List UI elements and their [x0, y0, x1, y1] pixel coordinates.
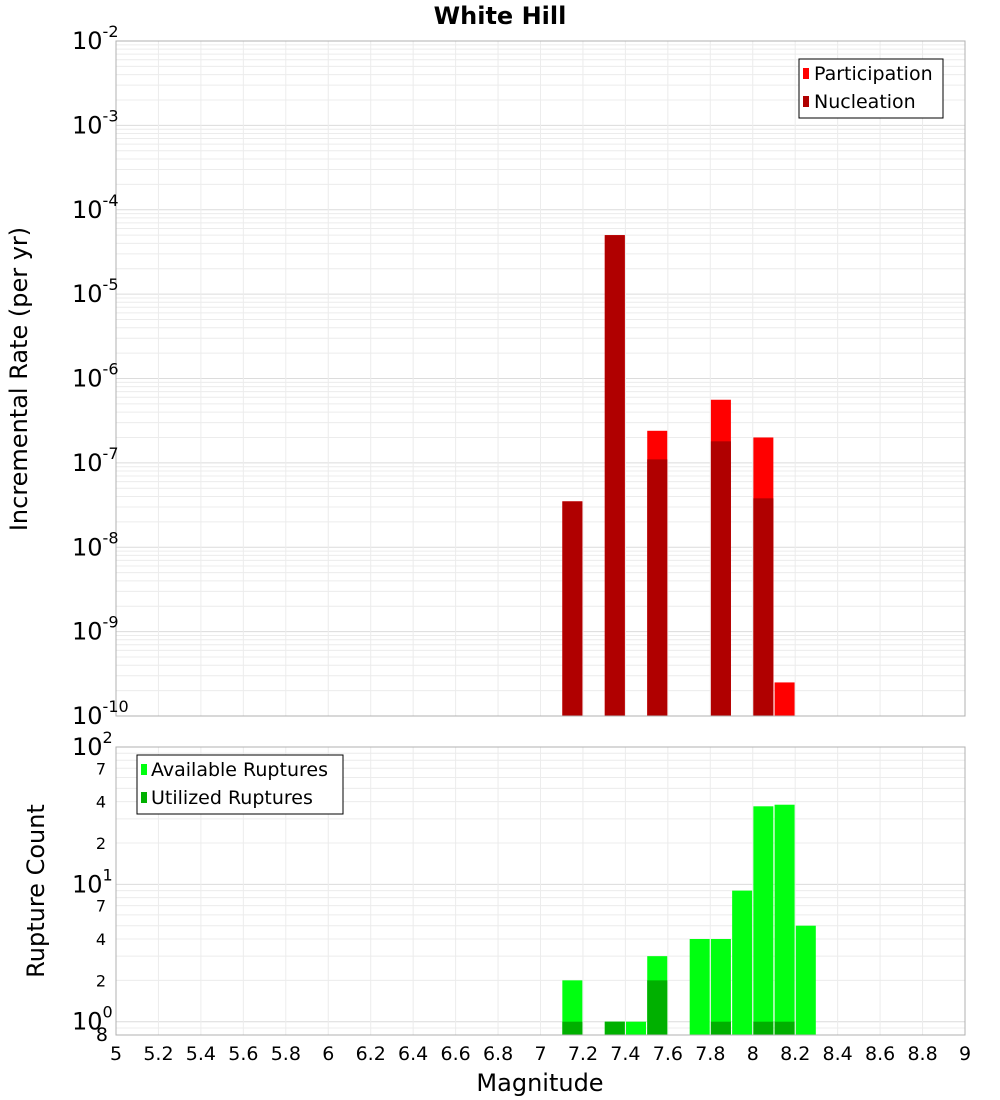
- top-y-axis-label: Incremental Rate (per yr): [5, 227, 33, 531]
- bottom-y-minor-tick-label: 4: [96, 793, 106, 812]
- bar-available-ruptures: [710, 939, 731, 1035]
- x-tick-label: 7.4: [610, 1043, 640, 1065]
- legend-swatch-participation: [803, 68, 809, 79]
- x-tick-label: 8.2: [780, 1043, 810, 1065]
- bar-available-ruptures: [795, 925, 816, 1035]
- top-y-tick-label: 10-6: [72, 360, 119, 393]
- bar-utilized-ruptures: [647, 980, 668, 1035]
- bar-available-ruptures: [562, 980, 583, 1035]
- bar-utilized-ruptures: [562, 1021, 583, 1035]
- top-legend: Participation Nucleation: [798, 58, 944, 119]
- top-y-tick-label: 10-4: [72, 191, 119, 224]
- x-axis-label: Magnitude: [476, 1069, 603, 1097]
- bottom-y-minor-tick-label: 7: [96, 897, 106, 916]
- top-plot-border: [115, 40, 966, 717]
- bottom-plot-border: [115, 746, 966, 1036]
- bar-available-ruptures: [774, 804, 795, 1035]
- top-legend-box: [798, 58, 944, 119]
- legend-swatch-nucleation: [803, 96, 809, 107]
- chart-title: White Hill: [434, 2, 567, 30]
- bottom-y-tick-labels: 100 101 102 8 2 4 7 2 4 7: [72, 728, 113, 1046]
- x-tick-label: 7.6: [653, 1043, 683, 1065]
- top-grid: [116, 41, 965, 717]
- bar-available-ruptures: [626, 1021, 647, 1035]
- x-tick-label: 6: [322, 1043, 334, 1065]
- bottom-y-axis-label: Rupture Count: [22, 804, 50, 978]
- bottom-bars: [562, 804, 816, 1035]
- top-bars: [562, 235, 795, 716]
- bar-available-ruptures: [732, 890, 753, 1035]
- x-tick-label: 5: [110, 1043, 122, 1065]
- x-tick-label: 6.8: [483, 1043, 513, 1065]
- bottom-y-minor-tick-label: 7: [96, 759, 106, 778]
- top-y-tick-label: 10-5: [72, 275, 119, 308]
- x-tick-labels: 5 5.2 5.4 5.6 5.8 6 6.2 6.4 6.6 6.8 7 7.2 7.4 7.6 7.8 8…: [110, 1043, 971, 1065]
- bottom-y-minor-tick-label: 8: [96, 1024, 108, 1046]
- top-y-tick-label: 10-7: [72, 444, 119, 477]
- x-tick-label: 8.4: [823, 1043, 853, 1065]
- bar-nucleation: [604, 235, 625, 716]
- x-tick-label: 8: [747, 1043, 759, 1065]
- x-tick-label: 7: [534, 1043, 546, 1065]
- legend-label-participation: Participation: [814, 63, 933, 85]
- bar-nucleation: [647, 459, 668, 716]
- bottom-y-minor-tick-label: 2: [96, 834, 106, 853]
- bar-participation: [774, 682, 795, 716]
- bottom-legend: Available Ruptures Utilized Ruptures: [136, 754, 344, 815]
- x-tick-label: 6.2: [356, 1043, 386, 1065]
- bottom-y-minor-tick-label: 4: [96, 930, 106, 949]
- bottom-y-major-tick-label: 102: [72, 728, 113, 761]
- legend-swatch-available-ruptures: [141, 764, 147, 775]
- top-y-tick-label: 10-9: [72, 613, 119, 646]
- x-tick-label: 9: [959, 1043, 971, 1065]
- x-tick-label: 5.6: [228, 1043, 258, 1065]
- bar-utilized-ruptures: [753, 1021, 774, 1035]
- x-tick-label: 5.4: [186, 1043, 216, 1065]
- bottom-plot-area: 100 101 102 8 2 4 7 2 4 7 Rupture Count Available…: [22, 728, 971, 1097]
- top-y-tick-labels: 10-10 10-9 10-8 10-7 10-6 10-5 10-4 10-3 10-2: [72, 22, 129, 730]
- x-tick-label: 7.2: [568, 1043, 598, 1065]
- bar-utilized-ruptures: [774, 1021, 795, 1035]
- bottom-y-major-tick-label: 100: [72, 1003, 113, 1036]
- bottom-legend-box: [136, 754, 344, 815]
- x-tick-label: 8.6: [865, 1043, 895, 1065]
- bar-nucleation: [562, 501, 583, 716]
- top-y-tick-label: 10-3: [72, 106, 119, 139]
- legend-swatch-utilized-ruptures: [141, 792, 147, 803]
- x-tick-label: 7.8: [695, 1043, 725, 1065]
- top-plot-area: 10-10 10-9 10-8 10-7 10-6 10-5 10-4 10-3 10-2 In…: [5, 22, 966, 730]
- bar-available-ruptures: [753, 806, 774, 1035]
- bar-utilized-ruptures: [604, 1021, 625, 1035]
- bar-available-ruptures: [689, 939, 710, 1035]
- x-tick-label: 5.2: [143, 1043, 173, 1065]
- bottom-y-minor-tick-label: 2: [96, 971, 106, 990]
- bar-utilized-ruptures: [710, 1021, 731, 1035]
- x-tick-label: 6.6: [440, 1043, 470, 1065]
- top-y-tick-label: 10-10: [72, 697, 129, 730]
- top-y-tick-label: 10-8: [72, 528, 119, 561]
- bottom-y-major-tick-label: 101: [72, 865, 113, 898]
- top-y-tick-label: 10-2: [72, 22, 119, 55]
- legend-label-utilized-ruptures: Utilized Ruptures: [151, 787, 313, 809]
- legend-label-available-ruptures: Available Ruptures: [151, 759, 328, 781]
- legend-label-nucleation: Nucleation: [814, 91, 916, 113]
- x-tick-label: 5.8: [271, 1043, 301, 1065]
- x-tick-label: 8.8: [907, 1043, 937, 1065]
- bar-nucleation: [710, 441, 731, 716]
- bar-nucleation: [753, 498, 774, 716]
- x-tick-label: 6.4: [398, 1043, 428, 1065]
